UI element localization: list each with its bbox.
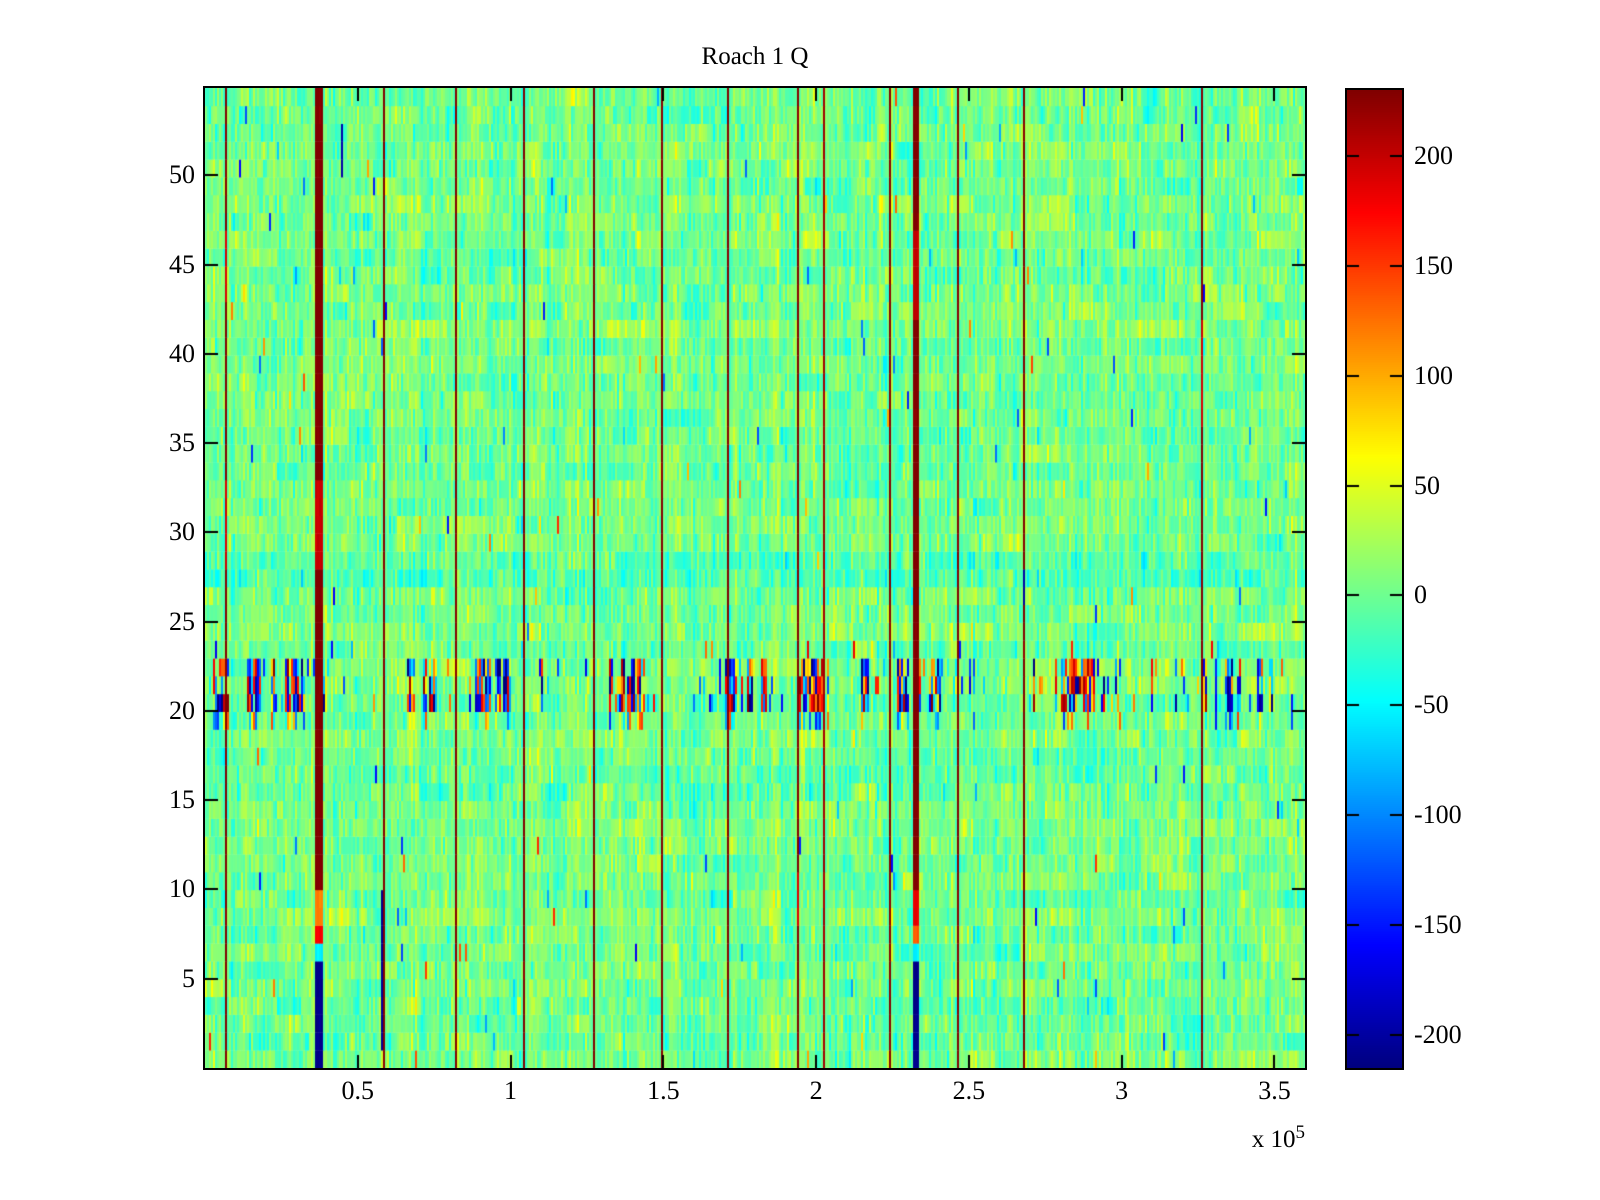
chart-title: Roach 1 Q <box>701 43 809 70</box>
colorbar-canvas <box>1347 90 1402 1068</box>
colorbar-tick-label: -150 <box>1414 910 1462 940</box>
colorbar-tick-label: -100 <box>1414 800 1462 830</box>
y-tick-label: 50 <box>169 160 195 190</box>
x-axis-exponent-value: 5 <box>1295 1122 1306 1143</box>
y-tick-label: 15 <box>169 785 195 815</box>
x-axis-multiplier-text: x 10 <box>1251 1126 1296 1153</box>
x-tick-label: 3 <box>1115 1076 1129 1105</box>
x-tick-label: 1 <box>504 1076 518 1105</box>
heatmap-canvas <box>205 88 1305 1068</box>
y-tick-label: 40 <box>169 338 195 368</box>
colorbar-tick-label: -200 <box>1414 1020 1462 1050</box>
colorbar-border <box>1345 88 1404 1070</box>
y-tick-label: 20 <box>169 695 195 725</box>
colorbar-tick-label: 0 <box>1414 580 1427 610</box>
x-tick-label: 2 <box>809 1076 823 1105</box>
y-tick-label: 35 <box>169 428 195 458</box>
y-tick-label: 30 <box>169 517 195 547</box>
x-tick-label: 2.5 <box>952 1076 986 1105</box>
y-tick-label: 45 <box>169 249 195 279</box>
colorbar-tick-label: 50 <box>1414 470 1440 500</box>
x-axis-exponent-label: x 105 <box>1155 1118 1305 1155</box>
y-tick-label: 25 <box>169 606 195 636</box>
y-tick-label: 5 <box>182 963 195 993</box>
y-tick-label: 10 <box>169 874 195 904</box>
colorbar-tick-label: 100 <box>1414 360 1453 390</box>
colorbar-tick-label: -50 <box>1414 690 1449 720</box>
x-tick-label: 1.5 <box>647 1076 680 1105</box>
x-tick-label: 0.5 <box>341 1076 375 1105</box>
x-tick-label: 3.5 <box>1258 1076 1291 1105</box>
colorbar-tick-label: 150 <box>1414 250 1453 280</box>
colorbar-tick-label: 200 <box>1414 140 1453 170</box>
plot-border <box>203 86 1307 1070</box>
